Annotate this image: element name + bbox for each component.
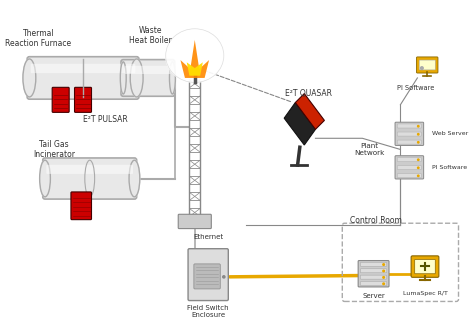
FancyBboxPatch shape: [417, 57, 438, 73]
Text: Tail Gas
Incinerator: Tail Gas Incinerator: [33, 140, 75, 159]
Circle shape: [418, 126, 419, 127]
Circle shape: [383, 264, 384, 265]
Ellipse shape: [129, 160, 140, 197]
Text: E²T PULSAR: E²T PULSAR: [83, 115, 128, 124]
Text: E²T QUASAR: E²T QUASAR: [285, 89, 332, 98]
FancyBboxPatch shape: [27, 57, 139, 99]
Circle shape: [418, 159, 419, 160]
FancyBboxPatch shape: [360, 269, 387, 273]
Ellipse shape: [130, 59, 143, 97]
FancyBboxPatch shape: [358, 261, 389, 287]
Polygon shape: [284, 102, 316, 145]
Text: LumaSpec R/T: LumaSpec R/T: [402, 291, 447, 296]
FancyBboxPatch shape: [360, 275, 387, 279]
Text: Waste
Heat Boiler: Waste Heat Boiler: [129, 26, 172, 45]
FancyBboxPatch shape: [397, 166, 421, 169]
Ellipse shape: [40, 160, 50, 197]
FancyBboxPatch shape: [31, 64, 135, 73]
Ellipse shape: [120, 62, 126, 94]
FancyBboxPatch shape: [178, 214, 211, 229]
Text: PI Software: PI Software: [397, 85, 435, 91]
FancyBboxPatch shape: [194, 264, 220, 289]
Ellipse shape: [170, 62, 175, 94]
Polygon shape: [295, 94, 324, 129]
Text: Web Server: Web Server: [432, 131, 468, 136]
FancyBboxPatch shape: [415, 259, 435, 274]
FancyBboxPatch shape: [360, 282, 387, 286]
Ellipse shape: [166, 29, 224, 82]
FancyBboxPatch shape: [395, 156, 424, 179]
Circle shape: [223, 276, 225, 278]
FancyBboxPatch shape: [360, 262, 387, 266]
FancyBboxPatch shape: [43, 158, 137, 199]
FancyBboxPatch shape: [397, 158, 421, 161]
Polygon shape: [187, 44, 203, 76]
Circle shape: [418, 175, 419, 177]
FancyBboxPatch shape: [46, 165, 133, 174]
Text: Plant
Network: Plant Network: [354, 143, 384, 156]
Text: PI Software: PI Software: [432, 165, 467, 170]
Circle shape: [420, 67, 423, 69]
Circle shape: [418, 142, 419, 143]
Text: Server: Server: [362, 293, 385, 299]
Ellipse shape: [23, 59, 36, 97]
FancyBboxPatch shape: [188, 249, 228, 300]
Circle shape: [383, 270, 384, 272]
FancyBboxPatch shape: [397, 132, 421, 136]
FancyBboxPatch shape: [411, 256, 439, 277]
Circle shape: [418, 134, 419, 135]
Text: Field Switch
Enclosure: Field Switch Enclosure: [187, 305, 229, 318]
Circle shape: [418, 167, 419, 169]
FancyBboxPatch shape: [419, 60, 435, 70]
Text: Ethernet: Ethernet: [193, 234, 223, 240]
FancyBboxPatch shape: [125, 66, 171, 74]
FancyBboxPatch shape: [121, 60, 174, 96]
FancyBboxPatch shape: [71, 192, 91, 220]
FancyBboxPatch shape: [397, 140, 421, 144]
FancyBboxPatch shape: [395, 122, 424, 145]
Circle shape: [383, 277, 384, 278]
Text: Control Room: Control Room: [350, 216, 402, 225]
Polygon shape: [181, 40, 209, 78]
FancyBboxPatch shape: [397, 124, 421, 128]
FancyBboxPatch shape: [397, 174, 421, 178]
FancyBboxPatch shape: [52, 87, 69, 112]
Circle shape: [383, 283, 384, 285]
FancyBboxPatch shape: [74, 87, 91, 112]
Text: Thermal
Reaction Furnace: Thermal Reaction Furnace: [5, 29, 72, 48]
